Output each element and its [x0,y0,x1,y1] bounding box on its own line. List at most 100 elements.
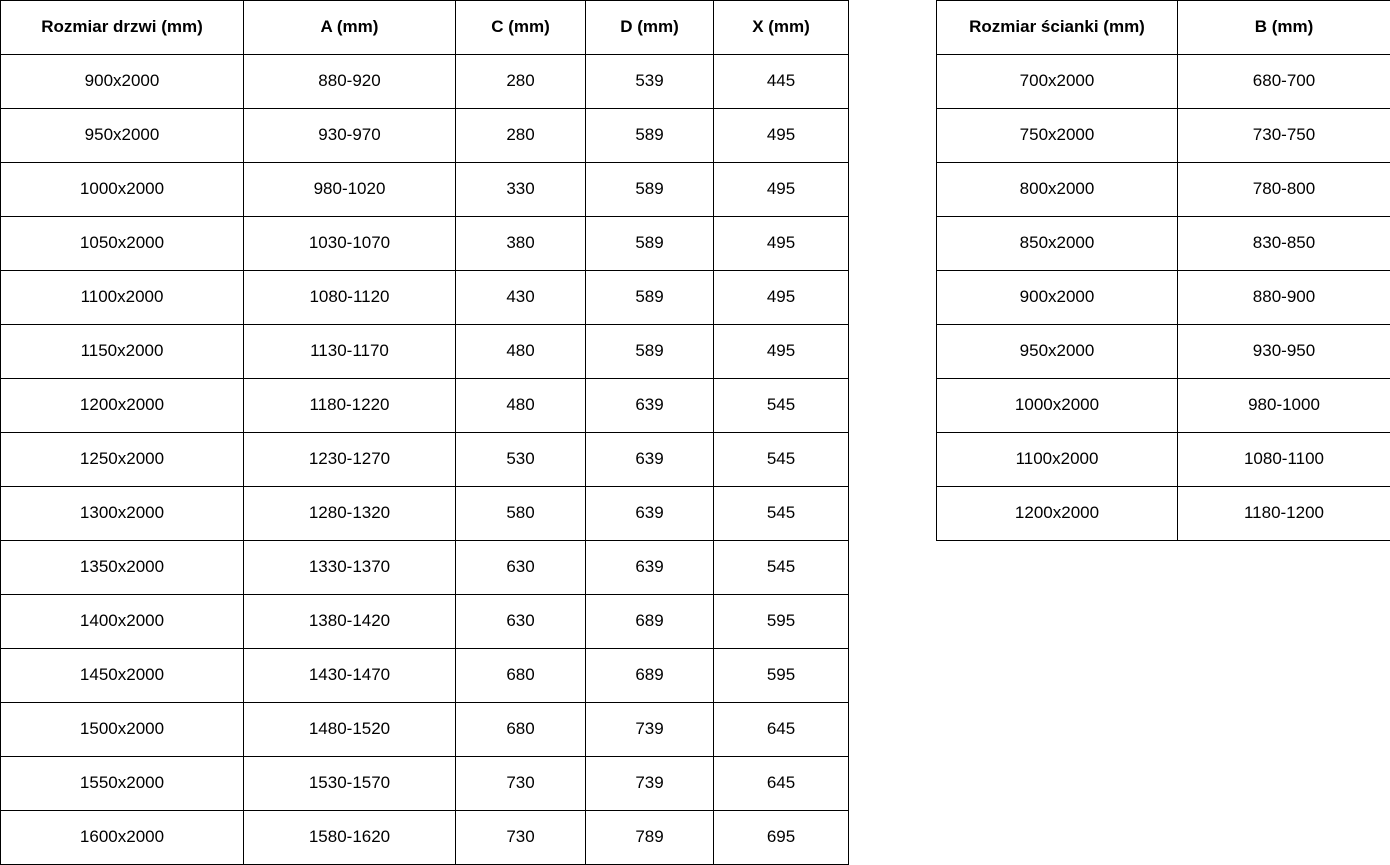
table-cell: 580 [455,486,586,541]
table-row: 1500x2000 1480-1520 680 739 645 [0,702,849,757]
table-cell: 1200x2000 [936,486,1178,541]
table-cell: 1600x2000 [0,810,244,865]
table-cell: 589 [585,162,714,217]
table-cell: 539 [585,54,714,109]
table-row: 1150x2000 1130-1170 480 589 495 [0,324,849,379]
table-cell: 645 [713,756,849,811]
table-cell: 950x2000 [0,108,244,163]
table-cell: 1430-1470 [243,648,456,703]
table-cell: 695 [713,810,849,865]
table-row: 1100x2000 1080-1100 [936,432,1390,487]
column-header: D (mm) [585,0,714,55]
door-size-table: Rozmiar drzwi (mm) A (mm) C (mm) D (mm) X (m… [0,0,849,865]
table-cell: 689 [585,648,714,703]
table-cell: 495 [713,324,849,379]
table-cell: 739 [585,702,714,757]
table-cell: 1030-1070 [243,216,456,271]
table-row: 1050x2000 1030-1070 380 589 495 [0,216,849,271]
table-row: 1250x2000 1230-1270 530 639 545 [0,432,849,487]
table-cell: 789 [585,810,714,865]
table-cell: 330 [455,162,586,217]
wall-size-table: Rozmiar ścianki (mm) B (mm) 700x2000 680-70… [936,0,1390,541]
table-cell: 700x2000 [936,54,1178,109]
table-cell: 1150x2000 [0,324,244,379]
table-cell: 380 [455,216,586,271]
table-cell: 1400x2000 [0,594,244,649]
table-cell: 530 [455,432,586,487]
table-cell: 1200x2000 [0,378,244,433]
table-cell: 1000x2000 [0,162,244,217]
table-cell: 1100x2000 [936,432,1178,487]
table-cell: 630 [455,540,586,595]
table-cell: 480 [455,324,586,379]
table-row: 1000x2000 980-1020 330 589 495 [0,162,849,217]
table-cell: 1080-1100 [1177,432,1390,487]
table-cell: 900x2000 [0,54,244,109]
table-row: 1550x2000 1530-1570 730 739 645 [0,756,849,811]
table-cell: 645 [713,702,849,757]
table-cell: 595 [713,594,849,649]
table-row: 900x2000 880-920 280 539 445 [0,54,849,109]
table-cell: 739 [585,756,714,811]
table-row: 1400x2000 1380-1420 630 689 595 [0,594,849,649]
table-cell: 545 [713,432,849,487]
table-row: 1600x2000 1580-1620 730 789 695 [0,810,849,865]
table-cell: 980-1020 [243,162,456,217]
table-cell: 1280-1320 [243,486,456,541]
table-cell: 545 [713,540,849,595]
header-row: Rozmiar drzwi (mm) A (mm) C (mm) D (mm) X (m… [0,0,849,55]
table-cell: 1130-1170 [243,324,456,379]
table-row: 1200x2000 1180-1200 [936,486,1390,541]
table-cell: 1050x2000 [0,216,244,271]
table-row: 1450x2000 1430-1470 680 689 595 [0,648,849,703]
table-cell: 1550x2000 [0,756,244,811]
table-cell: 1380-1420 [243,594,456,649]
table-row: 1350x2000 1330-1370 630 639 545 [0,540,849,595]
table-cell: 1100x2000 [0,270,244,325]
table-cell: 589 [585,270,714,325]
table-cell: 880-900 [1177,270,1390,325]
table-cell: 1530-1570 [243,756,456,811]
table-cell: 639 [585,486,714,541]
table-cell: 1300x2000 [0,486,244,541]
table-cell: 730 [455,810,586,865]
table-cell: 430 [455,270,586,325]
table-cell: 589 [585,108,714,163]
table-cell: 545 [713,486,849,541]
column-header: Rozmiar drzwi (mm) [0,0,244,55]
table-cell: 1500x2000 [0,702,244,757]
table-row: 950x2000 930-950 [936,324,1390,379]
table-cell: 1580-1620 [243,810,456,865]
table-cell: 1250x2000 [0,432,244,487]
table-cell: 680-700 [1177,54,1390,109]
table-cell: 689 [585,594,714,649]
column-header: B (mm) [1177,0,1390,55]
table-cell: 1350x2000 [0,540,244,595]
header-row: Rozmiar ścianki (mm) B (mm) [936,0,1390,55]
table-cell: 750x2000 [936,108,1178,163]
table-cell: 495 [713,216,849,271]
table-cell: 639 [585,540,714,595]
table-row: 1100x2000 1080-1120 430 589 495 [0,270,849,325]
table-row: 1200x2000 1180-1220 480 639 545 [0,378,849,433]
table-cell: 1450x2000 [0,648,244,703]
table-cell: 280 [455,108,586,163]
table-cell: 850x2000 [936,216,1178,271]
table-cell: 495 [713,108,849,163]
table-cell: 730-750 [1177,108,1390,163]
table-cell: 980-1000 [1177,378,1390,433]
table-cell: 495 [713,270,849,325]
table-cell: 480 [455,378,586,433]
table-cell: 589 [585,324,714,379]
table-cell: 589 [585,216,714,271]
table-cell: 930-970 [243,108,456,163]
table-cell: 639 [585,432,714,487]
column-header: X (mm) [713,0,849,55]
table-cell: 545 [713,378,849,433]
table-row: 800x2000 780-800 [936,162,1390,217]
table-cell: 445 [713,54,849,109]
table-cell: 880-920 [243,54,456,109]
table-row: 1000x2000 980-1000 [936,378,1390,433]
table-cell: 930-950 [1177,324,1390,379]
